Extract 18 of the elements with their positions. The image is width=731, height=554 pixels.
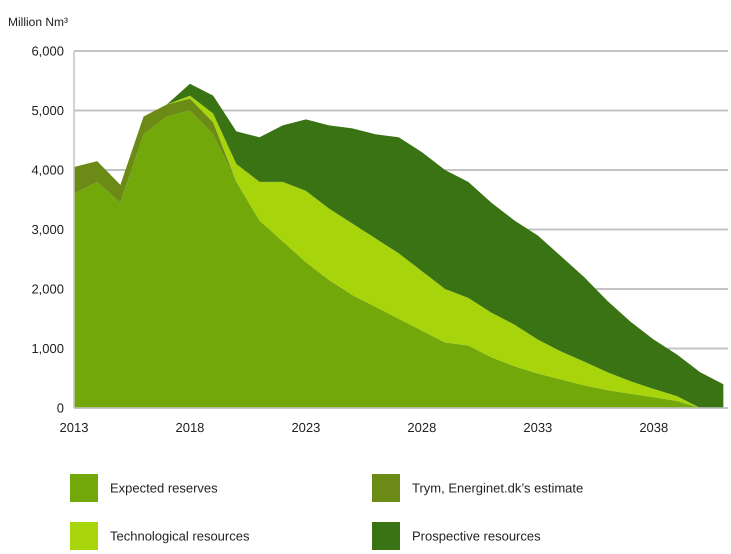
legend-label: Expected reserves — [110, 480, 218, 496]
y-tick-label: 0 — [56, 400, 64, 416]
y-tick-label: 6,000 — [31, 44, 64, 59]
x-tick-label: 2023 — [291, 420, 320, 435]
y-tick-label: 4,000 — [31, 162, 64, 178]
y-axis-title: Million Nm³ — [8, 15, 68, 29]
x-tick-label: 2033 — [523, 420, 552, 435]
x-tick-label: 2018 — [175, 420, 204, 435]
y-tick-label: 2,000 — [31, 282, 64, 297]
legend-label: Trym, Energinet.dk’s estimate — [412, 480, 584, 496]
y-tick-label: 5,000 — [31, 103, 64, 118]
x-tick-label: 2013 — [60, 420, 88, 435]
x-tick-label: 2028 — [407, 420, 436, 435]
x-tick-label: 2038 — [639, 420, 668, 435]
legend-label: Prospective resources — [412, 528, 542, 544]
y-tick-label: 3,000 — [31, 222, 64, 238]
y-tick-label: 1,000 — [31, 341, 64, 356]
legend-label: Technological resources — [110, 528, 250, 544]
